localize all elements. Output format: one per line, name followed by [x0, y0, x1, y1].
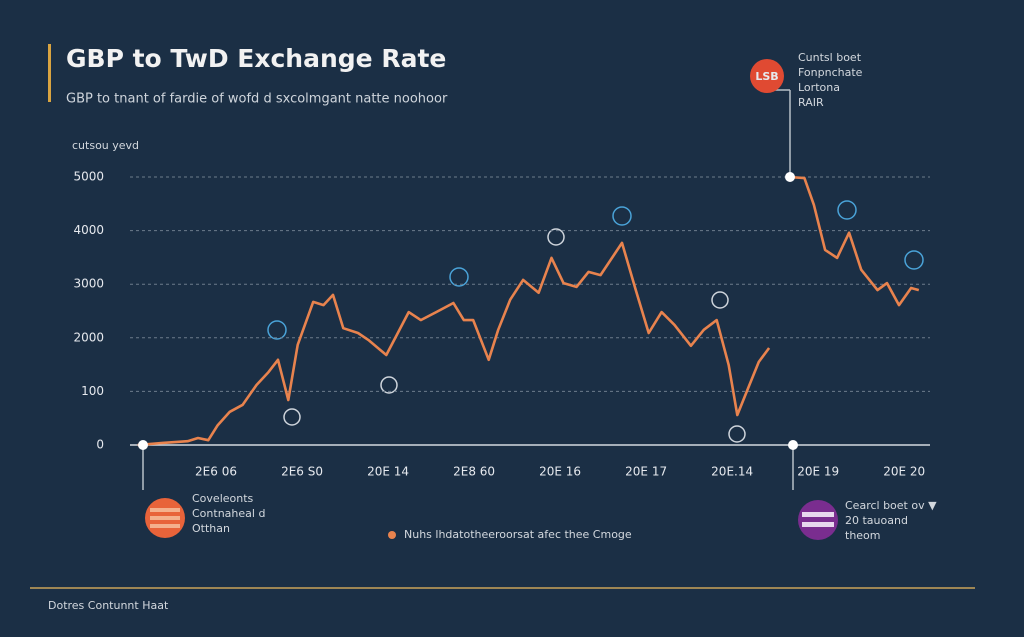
- x-tick-label: 2E6 06: [195, 465, 237, 479]
- icon: [267, 320, 287, 340]
- source: Dotres Contunnt Haat: [48, 599, 169, 612]
- annotation-text: Cearcl boet ov ▼: [845, 499, 937, 512]
- icon: [449, 267, 469, 287]
- y-tick-label: 4000: [73, 223, 104, 237]
- x-tick-label: 2E8 60: [453, 465, 495, 479]
- annotation-text: Contnaheal d: [192, 507, 265, 520]
- x-tick-label: 20E 20: [883, 465, 925, 479]
- icon: [547, 228, 565, 246]
- x-tick-label: 20E.14: [711, 465, 753, 479]
- event-icons: [267, 200, 924, 340]
- annotation-text: Coveleonts: [192, 492, 254, 505]
- icon: [380, 376, 398, 394]
- annotation-text: theom: [845, 529, 881, 542]
- annotation-text: Fonpnchate: [798, 66, 863, 79]
- annotation-text: Cuntsl boet: [798, 51, 862, 64]
- badge-stripe: [150, 516, 180, 520]
- marker-dot: [788, 440, 798, 450]
- y-tick-label: 5000: [73, 170, 104, 184]
- data-line: [137, 175, 920, 447]
- icon: [837, 200, 857, 220]
- y-tick-label: 100: [81, 384, 104, 398]
- annotation-text: 20 tauoand: [845, 514, 908, 527]
- title-accent: [48, 44, 51, 102]
- annotation-text: RAIR: [798, 96, 824, 109]
- chart-title: GBP to TwD Exchange Rate: [66, 44, 446, 73]
- icon: [904, 250, 924, 270]
- badge: [750, 59, 784, 93]
- badge-stripe: [802, 512, 834, 517]
- legend-label: Nuhs lhdatotheeroorsat afec thee Cmoge: [404, 528, 632, 541]
- y-tick-label: 2000: [73, 330, 104, 344]
- badge-label: LSB: [755, 70, 778, 83]
- badge-stripe: [150, 524, 180, 528]
- icon: [612, 206, 632, 226]
- x-tick-label: 20E 17: [625, 465, 667, 479]
- x-tick-label: 20E 16: [539, 465, 581, 479]
- icon: [283, 408, 301, 426]
- icon: [728, 425, 746, 443]
- marker-dot: [785, 172, 795, 182]
- x-tick-label: 20E 14: [367, 465, 409, 479]
- badge-stripe: [150, 508, 180, 512]
- annotation-text: Otthan: [192, 522, 230, 535]
- badge-stripe: [802, 522, 834, 527]
- event-icons: [283, 228, 746, 443]
- chart-subtitle: GBP to tnant of fardie of wofd d sxcolmg…: [66, 92, 448, 107]
- y-tick-label: 0: [96, 438, 104, 452]
- x-tick-label: 20E 19: [797, 465, 839, 479]
- y-axis-label: cutsou yevd: [72, 139, 139, 152]
- y-tick-label: 3000: [73, 277, 104, 291]
- x-tick-label: 2E6 S0: [281, 465, 323, 479]
- marker-dot: [138, 440, 148, 450]
- badge: [798, 500, 838, 540]
- legend-swatch: [388, 531, 396, 539]
- annotation-text: Lortona: [798, 81, 840, 94]
- icon: [711, 291, 729, 309]
